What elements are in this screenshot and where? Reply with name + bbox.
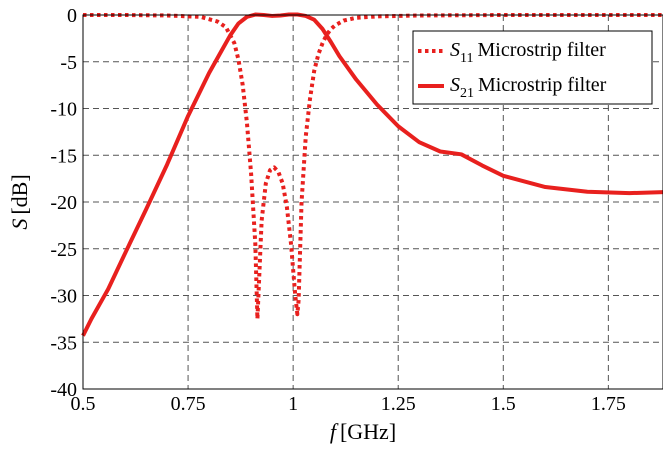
legend-box (412, 30, 653, 105)
tick-labels: 0.5 0.75 1 1.25 1.5 1.75 0 -5 -10 -15 -20 -25 -30 -35… (50, 5, 626, 415)
y-tick-label: 0 (67, 5, 77, 27)
y-tick-label: -40 (50, 379, 77, 401)
y-tick-label: -20 (50, 192, 77, 214)
y-tick-label: -10 (50, 99, 77, 121)
legend-s11-subscript: 11 (460, 51, 473, 66)
legend-s11-suffix: Microstrip filter (477, 39, 606, 61)
legend: S11 Microstrip filter S21 Microstrip filte… (412, 30, 653, 105)
x-tick-label: 0.5 (71, 393, 96, 415)
y-tick-label: -5 (60, 52, 77, 74)
legend-label-s11: S11 Microstrip filter (450, 39, 606, 66)
plot-area-frame (82, 14, 663, 390)
x-tick-label: 1 (288, 393, 298, 415)
legend-s11-symbol: S (450, 39, 460, 61)
y-tick-label: -15 (50, 145, 77, 167)
legend-s21-suffix: Microstrip filter (478, 74, 607, 96)
y-axis-unit: [dB] (7, 174, 32, 214)
legend-s21-subscript: 21 (460, 86, 474, 101)
x-tick-label: 1.5 (491, 393, 516, 415)
x-axis-unit: [GHz] (340, 419, 396, 444)
legend-label-s21: S21 Microstrip filter (450, 74, 607, 101)
y-tick-label: -30 (50, 286, 77, 308)
y-tick-label: -35 (50, 332, 77, 354)
y-axis-title: S [dB] (7, 174, 32, 229)
x-tick-label: 0.75 (171, 393, 206, 415)
x-axis-title: f [GHz] (330, 419, 396, 444)
x-axis-symbol: f (330, 419, 339, 444)
y-axis-symbol: S (7, 219, 32, 230)
x-tick-label: 1.25 (381, 393, 416, 415)
legend-s21-symbol: S (450, 74, 460, 96)
x-tick-label: 1.75 (591, 393, 626, 415)
y-tick-label: -25 (50, 239, 77, 261)
series-line-s11 (83, 13, 663, 321)
